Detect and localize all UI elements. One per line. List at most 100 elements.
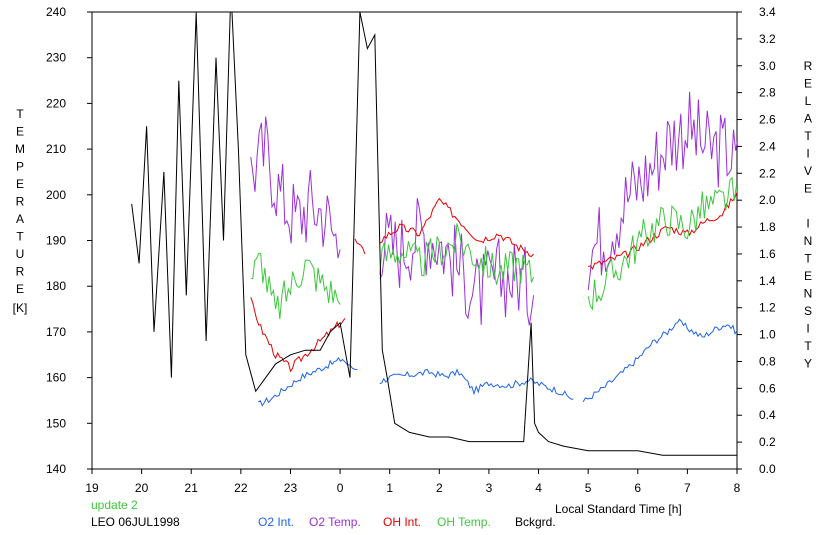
y-right-tick-label: 0.6 — [759, 381, 776, 395]
legend-entry: OH Int. — [383, 515, 421, 529]
series-line-oh-temp — [587, 176, 737, 311]
y-right-title-letter: E — [804, 269, 812, 283]
y-right-tick-label: 0.0 — [759, 462, 776, 476]
x-tick-label: 21 — [185, 481, 199, 495]
y-right-tick-label: 3.4 — [759, 5, 776, 19]
y-right-title-letter: N — [804, 287, 813, 301]
x-tick-label: 4 — [535, 481, 542, 495]
series-line-oh-int — [588, 192, 737, 270]
x-tick-label: 2 — [436, 481, 443, 495]
series-line-o2-int — [582, 318, 737, 403]
right-y-axis: 0.0 0.2 0.4 0.6 0.8 1.0 1.2 1.4 1.6 1.8 2.0 2.2 2.4 2… — [737, 5, 776, 476]
y-left-title-letter: E — [16, 125, 24, 139]
y-right-title-letter: L — [805, 94, 812, 108]
y-left-title-letter: M — [15, 142, 25, 156]
series-line-o2-temp — [250, 116, 341, 259]
y-left-tick-label: 140 — [46, 462, 66, 476]
y-right-title-letter: T — [804, 129, 812, 143]
station-text: LEO 06JUL1998 — [91, 515, 180, 529]
left-y-axis: 140 150 160 170 180 190 200 210 220 230 240 — [46, 5, 92, 476]
x-tick-label: 22 — [234, 481, 248, 495]
y-right-title-letter: I — [806, 217, 809, 231]
y-left-tick-label: 150 — [46, 416, 66, 430]
x-axis: 19 20 21 22 23 0 1 2 3 4 5 6 7 8 — [85, 469, 741, 495]
x-tick-label: 5 — [585, 481, 592, 495]
y-left-tick-label: 230 — [46, 51, 66, 65]
y-right-title-letter: A — [804, 112, 812, 126]
series-line-o2-temp — [587, 91, 737, 291]
series-layer — [131, 12, 737, 456]
y-right-title-letter: T — [804, 339, 812, 353]
status-text: update 2 — [91, 498, 138, 512]
y-right-title-letter: E — [804, 77, 812, 91]
y-right-tick-label: 0.8 — [759, 354, 776, 368]
y-left-title-letter: U — [16, 247, 25, 261]
x-tick-label: 6 — [634, 481, 641, 495]
series-line-bckgrd — [131, 12, 737, 456]
y-left-title-letter: A — [16, 212, 24, 226]
y-right-tick-label: 2.0 — [759, 193, 776, 207]
x-tick-label: 0 — [337, 481, 344, 495]
y-left-tick-label: 170 — [46, 325, 66, 339]
y-right-tick-label: 2.4 — [759, 139, 776, 153]
y-right-title-letter: I — [806, 322, 809, 336]
y-right-title-letter: E — [804, 182, 812, 196]
y-right-title-letter: S — [804, 304, 812, 318]
y-right-tick-label: 0.2 — [759, 435, 776, 449]
y-left-title-letter: R — [16, 195, 25, 209]
series-line-oh-int — [354, 238, 366, 255]
y-left-title-letter: E — [16, 177, 24, 191]
y-right-tick-label: 2.8 — [759, 86, 776, 100]
series-line-oh-temp — [250, 252, 341, 320]
series-line-oh-int — [250, 297, 346, 373]
y-right-tick-label: 1.2 — [759, 301, 776, 315]
y-right-tick-label: 1.4 — [759, 274, 776, 288]
legend-entry: O2 Int. — [258, 515, 294, 529]
x-tick-label: 7 — [684, 481, 691, 495]
y-left-title-letter: E — [16, 282, 24, 296]
series-line-o2-temp — [379, 198, 535, 326]
y-right-tick-label: 2.6 — [759, 113, 776, 127]
y-right-title-letter: I — [806, 147, 809, 161]
y-left-tick-label: 190 — [46, 234, 66, 248]
y-right-tick-label: 3.2 — [759, 32, 776, 46]
y-left-tick-label: 240 — [46, 5, 66, 19]
y-left-tick-label: 210 — [46, 142, 66, 156]
y-left-tick-label: 160 — [46, 371, 66, 385]
legend-entry: O2 Temp. — [309, 515, 361, 529]
y-left-title-letter: R — [16, 265, 25, 279]
y-right-tick-label: 0.4 — [759, 408, 776, 422]
y-right-tick-label: 1.6 — [759, 247, 776, 261]
y-left-tick-label: 200 — [46, 188, 66, 202]
x-axis-title: Local Standard Time [h] — [555, 502, 682, 516]
y-right-tick-label: 3.0 — [759, 59, 776, 73]
y-right-title-letter: Y — [804, 357, 812, 371]
y-right-title-letter: R — [804, 59, 813, 73]
x-tick-label: 3 — [486, 481, 493, 495]
x-tick-label: 19 — [85, 481, 99, 495]
y-left-unit: [K] — [13, 301, 28, 315]
legend: O2 Int. O2 Temp. OH Int. OH Temp. Bckgrd. — [258, 515, 556, 529]
y-left-title-letter: P — [16, 160, 24, 174]
y-right-tick-label: 2.2 — [759, 166, 776, 180]
x-tick-label: 23 — [284, 481, 298, 495]
y-left-title-letter: T — [16, 107, 24, 121]
series-line-oh-int — [379, 197, 534, 257]
legend-entry: Bckgrd. — [515, 515, 556, 529]
series-line-o2-int — [379, 368, 574, 400]
y-right-tick-label: 1.8 — [759, 220, 776, 234]
plot-frame — [91, 11, 738, 470]
x-tick-label: 20 — [135, 481, 149, 495]
y-left-tick-label: 180 — [46, 279, 66, 293]
y-right-title-letter: T — [804, 252, 812, 266]
x-tick-label: 1 — [386, 481, 393, 495]
y-left-tick-label: 220 — [46, 96, 66, 110]
y-right-tick-label: 1.0 — [759, 328, 776, 342]
legend-entry: OH Temp. — [437, 515, 491, 529]
y-left-title-letter: T — [16, 230, 24, 244]
series-line-o2-int — [257, 356, 358, 407]
y-right-title-letter: V — [804, 164, 812, 178]
